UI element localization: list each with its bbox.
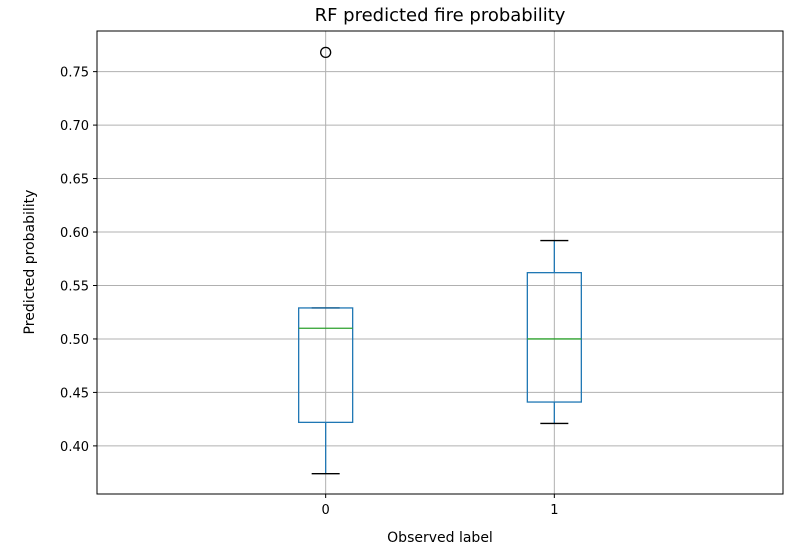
y-axis-label: Predicted probability — [22, 190, 38, 335]
y-tick-label: 0.40 — [60, 440, 89, 455]
box-1 — [526, 239, 582, 425]
x-tick-label: 1 — [550, 503, 558, 518]
iqr-box — [526, 272, 582, 403]
y-tick-label: 0.65 — [60, 173, 89, 188]
y-tick-label: 0.75 — [60, 66, 89, 81]
tick-layer: 0.40 0.45 0.50 0.55 0.60 0.65 0.70 0.75 0 1 — [60, 66, 558, 518]
y-tick-label: 0.45 — [60, 386, 89, 401]
outlier-point — [320, 46, 332, 59]
box-layer — [298, 46, 582, 475]
x-tick-label: 0 — [322, 503, 330, 518]
y-tick-label: 0.60 — [60, 226, 89, 241]
plot-frame — [96, 30, 784, 495]
y-tick-label: 0.70 — [60, 119, 89, 134]
y-tick-label: 0.50 — [60, 333, 89, 348]
y-tick-label: 0.55 — [60, 279, 89, 294]
box-0 — [298, 46, 354, 475]
chart-title: RF predicted fire probability — [315, 5, 566, 26]
grid-layer — [97, 31, 783, 494]
iqr-box — [298, 307, 354, 424]
x-axis-label: Observed label — [387, 530, 493, 546]
